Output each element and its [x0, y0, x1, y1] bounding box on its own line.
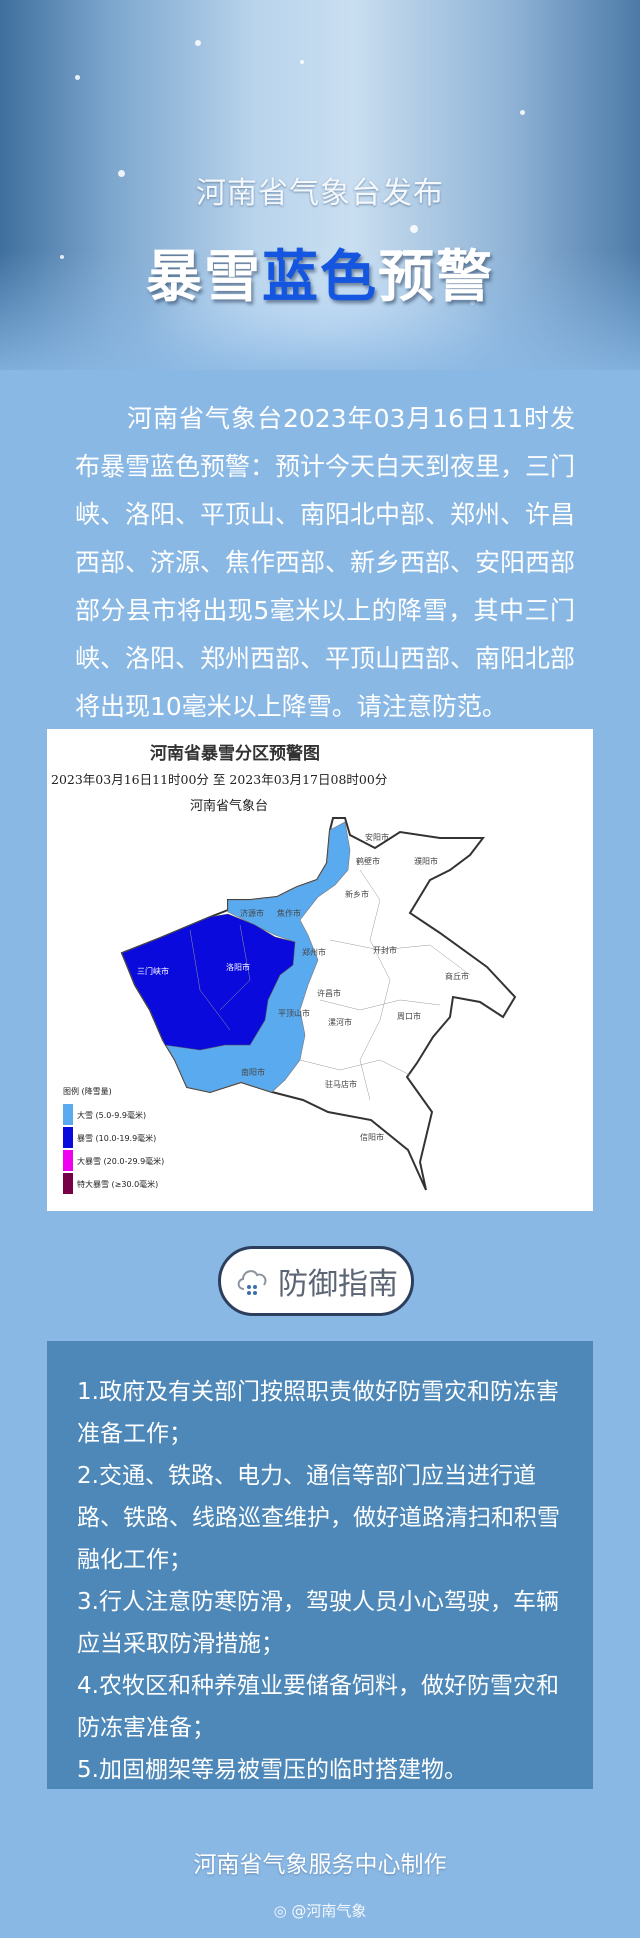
producer-credit: 河南省气象服务中心制作 [193, 1852, 447, 1878]
city-label: 开封市 [373, 945, 397, 955]
legend-label: 暴雪 (10.0-19.9毫米) [77, 1134, 157, 1143]
weibo-watermark: ◎ @河南气象 [0, 1900, 640, 1921]
city-label: 郑州市 [302, 947, 326, 957]
title-part: 暴雪 [146, 245, 262, 310]
city-label: 驻马店市 [325, 1079, 357, 1089]
warning-title: 暴雪蓝色预警 [0, 232, 640, 313]
legend-label: 特大暴雪 (≥30.0毫米) [77, 1180, 159, 1189]
tip-item: 2.交通、铁路、电力、通信等部门应当进行道路、铁路、线路巡查维护，做好道路清扫和… [77, 1463, 560, 1573]
map-issuer: 河南省气象台 [190, 799, 269, 814]
city-label: 三门峡市 [137, 966, 169, 976]
warning-map: 安阳市 鹤壁市 濮阳市 新乡市 济源市 焦作市 郑州市 开封市 商丘市 三门峡市… [47, 729, 593, 1211]
legend-title: 图例 (降雪量) [63, 1087, 112, 1096]
city-label: 许昌市 [317, 988, 341, 998]
title-highlight: 蓝色 [262, 245, 378, 310]
city-label: 鹤壁市 [356, 856, 380, 866]
hero-banner [0, 0, 640, 390]
city-label: 商丘市 [445, 971, 469, 981]
city-labels: 安阳市 鹤壁市 濮阳市 新乡市 济源市 焦作市 郑州市 开封市 商丘市 三门峡市… [137, 832, 469, 1142]
city-label: 洛阳市 [226, 962, 250, 972]
title-part: 预警 [378, 245, 494, 310]
legend-label: 大暴雪 (20.0-29.9毫米) [77, 1157, 165, 1166]
city-label: 新乡市 [345, 889, 369, 899]
city-label: 平顶山市 [278, 1008, 310, 1018]
county-borders [189, 869, 471, 1101]
legend-swatch [63, 1150, 73, 1171]
city-label: 安阳市 [365, 832, 389, 842]
defense-tips-panel: 1.政府及有关部门按照职责做好防雪灾和防冻害准备工作； 2.交通、铁路、电力、通… [47, 1341, 593, 1789]
warning-description: 河南省气象台2023年03月16日11时发布暴雪蓝色预警：预计今天白天到夜里，三… [75, 404, 576, 721]
defense-guide-label: 防御指南 [278, 1267, 398, 1302]
defense-guide-button[interactable]: 防御指南 [218, 1246, 414, 1316]
map-period: 2023年03月16日11时00分 至 2023年03月17日08时00分 [51, 772, 388, 787]
tip-item: 1.政府及有关部门按照职责做好防雪灾和防冻害准备工作； [77, 1379, 559, 1447]
city-label: 焦作市 [277, 908, 301, 918]
city-label: 漯河市 [328, 1017, 352, 1027]
city-label: 济源市 [240, 908, 264, 918]
henan-map: 安阳市 鹤壁市 濮阳市 新乡市 济源市 焦作市 郑州市 开封市 商丘市 三门峡市… [120, 817, 517, 1191]
issuer-subtitle: 河南省气象台发布 [196, 176, 444, 211]
city-label: 信阳市 [360, 1132, 384, 1142]
city-label: 南阳市 [241, 1067, 265, 1077]
legend-swatch [63, 1127, 73, 1148]
heavy-snow-region [162, 821, 351, 1093]
snow-cloud-icon [237, 1270, 267, 1295]
tip-item: 5.加固棚架等易被雪压的临时搭建物。 [77, 1757, 467, 1783]
blizzard-region [121, 913, 296, 1051]
legend-label: 大雪 (5.0-9.9毫米) [77, 1111, 147, 1120]
tip-item: 4.农牧区和种养殖业要储备饲料，做好防雪灾和防冻害准备； [77, 1673, 559, 1741]
tip-item: 3.行人注意防寒防滑，驾驶人员小心驾驶，车辆应当采取防滑措施； [77, 1589, 559, 1657]
legend-swatch [63, 1104, 73, 1125]
legend-swatch [63, 1173, 73, 1194]
city-label: 濮阳市 [414, 856, 438, 866]
map-title: 河南省暴雪分区预警图 [150, 744, 320, 764]
city-label: 周口市 [397, 1011, 421, 1021]
watermark-text: @河南气象 [291, 1902, 367, 1920]
weibo-icon: ◎ [273, 1902, 292, 1920]
